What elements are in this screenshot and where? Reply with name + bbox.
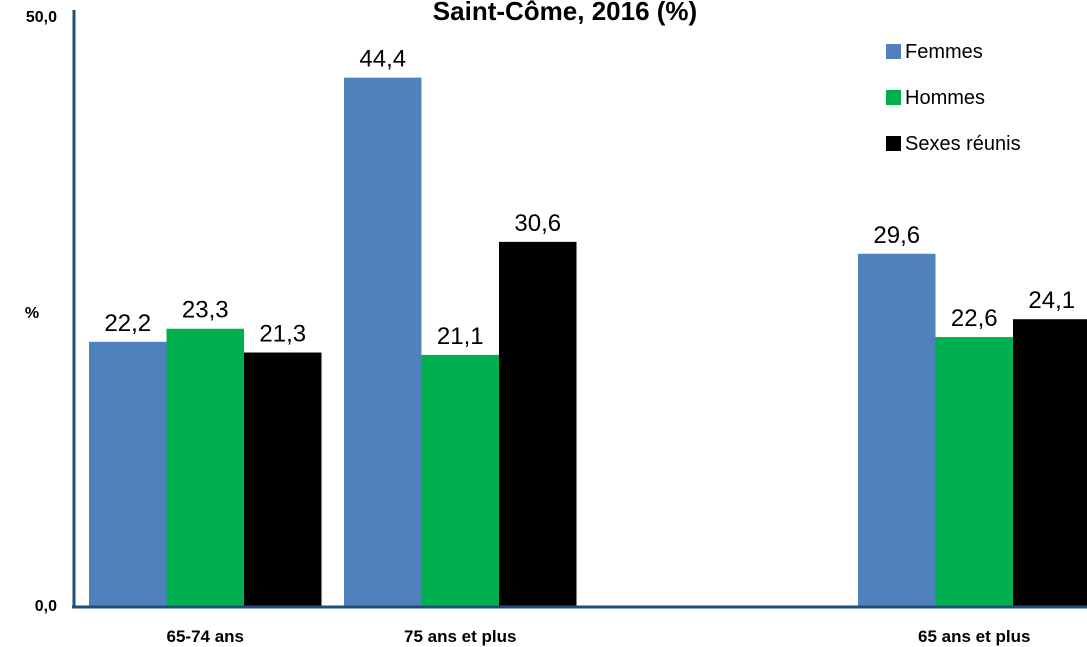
bar-hommes-65-74-ans: [166, 328, 244, 606]
category-label-65-ans-et-plus: 65 ans et plus: [918, 627, 1030, 646]
bar-femmes-65-74-ans: [89, 341, 167, 606]
bar-hommes-65-ans-et-plus: [935, 337, 1013, 606]
legend-label-hommes: Hommes: [905, 87, 985, 109]
bar-femmes-65-ans-et-plus: [858, 253, 936, 606]
value-label-hommes-65-ans-et-plus: 22,6: [951, 305, 998, 332]
legend: Femmes Hommes Sexes réunis: [886, 41, 1021, 155]
legend-swatch-femmes: [886, 44, 901, 59]
value-label-sexes-reunis-65-74-ans: 21,3: [259, 321, 306, 348]
y-axis-label: %: [25, 305, 39, 322]
value-label-hommes-65-74-ans: 23,3: [182, 297, 229, 324]
value-label-femmes-75-ans-et-plus: 44,4: [359, 46, 406, 73]
y-tick-top: 50,0: [26, 9, 57, 26]
value-label-femmes-65-ans-et-plus: 29,6: [873, 222, 920, 249]
value-label-hommes-75-ans-et-plus: 21,1: [437, 323, 484, 350]
bars-group: [89, 77, 1087, 607]
legend-label-sexes-reunis: Sexes réunis: [905, 133, 1021, 155]
legend-label-femmes: Femmes: [905, 41, 983, 63]
value-label-sexes-reunis-65-ans-et-plus: 24,1: [1028, 287, 1075, 314]
legend-swatch-hommes: [886, 90, 901, 105]
category-labels-group: 65-74 ans 75 ans et plus 65 ans et plus: [167, 627, 1031, 646]
bar-femmes-75-ans-et-plus: [344, 77, 422, 606]
legend-swatch-sexes-reunis: [886, 136, 901, 151]
chart-title: Saint-Côme, 2016 (%): [433, 0, 697, 26]
value-labels-group: 22,2 23,3 21,3 44,4 21,1 30,6 29,6 22,6 24,1: [104, 46, 1075, 350]
value-label-sexes-reunis-75-ans-et-plus: 30,6: [514, 210, 561, 237]
bar-sexes-reunis-65-ans-et-plus: [1013, 319, 1087, 606]
bar-sexes-reunis-65-74-ans: [244, 352, 322, 606]
value-label-femmes-65-74-ans: 22,2: [104, 310, 151, 337]
category-label-75-ans-et-plus: 75 ans et plus: [404, 627, 516, 646]
bar-sexes-reunis-75-ans-et-plus: [499, 241, 577, 607]
bar-hommes-75-ans-et-plus: [421, 354, 499, 606]
y-tick-bottom: 0,0: [35, 598, 57, 615]
category-label-65-74-ans: 65-74 ans: [167, 627, 245, 646]
